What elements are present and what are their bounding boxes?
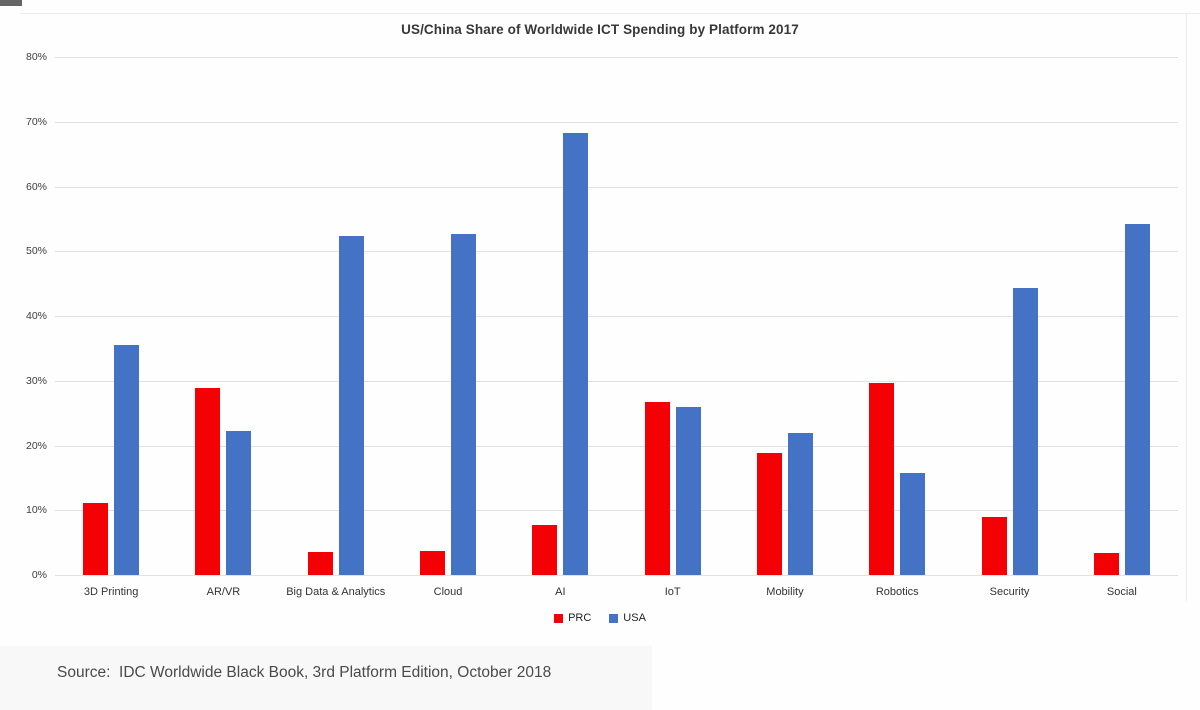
- bar-prc-ar-vr: [195, 387, 221, 575]
- bar-usa-3d-printing: [114, 345, 140, 575]
- y-axis-tick-0: 0%: [31, 569, 47, 581]
- y-axis-tick-60: 60%: [25, 180, 47, 193]
- bar-prc-robotics: [869, 382, 895, 575]
- right-border-line: [1186, 13, 1187, 601]
- bar-usa-big-data-analytics: [338, 235, 364, 575]
- gridline-20: [55, 445, 1178, 447]
- bar-usa-iot: [675, 406, 701, 575]
- x-axis-label-social: Social: [1106, 586, 1137, 598]
- bar-prc-mobility: [756, 452, 782, 575]
- legend-label-prc: PRC: [568, 612, 592, 624]
- bar-prc-big-data-analytics: [307, 552, 333, 575]
- screenshot-corner-artifact: [0, 0, 22, 6]
- bar-prc-ai: [532, 525, 558, 575]
- gridline-50: [55, 251, 1178, 253]
- bar-usa-ai: [563, 132, 589, 575]
- x-axis-label-cloud: Cloud: [433, 586, 463, 598]
- legend-swatch-prc: [554, 613, 564, 623]
- y-axis-tick-30: 30%: [25, 374, 47, 387]
- x-axis-label-security: Security: [989, 586, 1030, 598]
- y-axis-tick-50: 50%: [25, 245, 47, 258]
- x-axis-label-iot: IoT: [664, 586, 681, 598]
- x-axis-label-ar-vr: AR/VR: [206, 586, 241, 598]
- legend-label-usa: USA: [623, 612, 646, 624]
- y-axis-tick-10: 10%: [25, 504, 47, 517]
- x-axis-label-big-data-analytics: Big Data & Analytics: [286, 586, 386, 598]
- gridline-60: [55, 186, 1178, 188]
- y-axis-tick-40: 40%: [25, 310, 47, 322]
- gridline-10: [55, 510, 1178, 512]
- legend-item-usa: USA: [609, 612, 646, 624]
- gridline-40: [55, 316, 1178, 317]
- x-axis-label-robotics: Robotics: [875, 586, 919, 598]
- source-note: Source: IDC Worldwide Black Book, 3rd Pl…: [57, 664, 552, 681]
- bar-usa-cloud: [451, 233, 477, 575]
- bar-prc-cloud: [420, 551, 446, 575]
- chart-legend: PRC USA: [0, 612, 1200, 624]
- bar-usa-ar-vr: [226, 431, 252, 575]
- gridline-80: [55, 57, 1178, 58]
- bottom-page-shading: [0, 646, 652, 710]
- bar-usa-security: [1012, 288, 1038, 575]
- top-border-line: [20, 13, 1200, 14]
- bar-prc-iot: [644, 402, 670, 575]
- gridline-70: [55, 121, 1178, 123]
- plot-area: [55, 57, 1178, 576]
- x-axis-label-3d-printing: 3D Printing: [83, 586, 139, 598]
- gridline-0: [55, 575, 1178, 576]
- y-axis-tick-80: 80%: [25, 51, 47, 63]
- x-axis-label-mobility: Mobility: [766, 586, 804, 598]
- x-axis-label-ai: AI: [555, 586, 566, 598]
- legend-item-prc: PRC: [554, 612, 591, 624]
- chart-title: US/China Share of Worldwide ICT Spending…: [401, 22, 799, 37]
- bar-prc-3d-printing: [83, 503, 109, 575]
- bar-usa-social: [1124, 224, 1150, 575]
- bar-prc-social: [1093, 553, 1119, 575]
- bar-usa-robotics: [900, 472, 926, 575]
- legend-swatch-usa: [609, 613, 619, 623]
- gridline-30: [55, 380, 1178, 382]
- bar-usa-mobility: [787, 432, 813, 575]
- bar-prc-security: [981, 516, 1007, 575]
- y-axis-tick-70: 70%: [25, 115, 47, 128]
- y-axis-tick-20: 20%: [25, 439, 47, 452]
